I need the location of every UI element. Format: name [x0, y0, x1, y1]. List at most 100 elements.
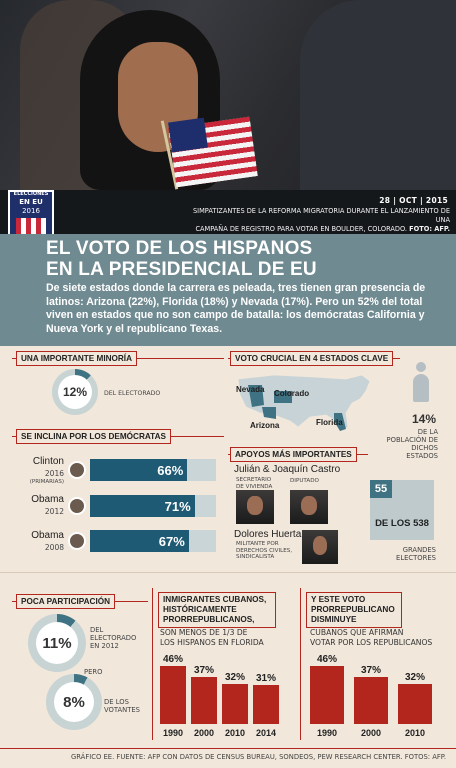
flag-canton — [168, 117, 208, 153]
obama-avatar — [68, 497, 86, 515]
huerta-role-line-3: SINDICALISTA — [236, 554, 275, 560]
castro-role-1-line-1: SECRETARIO — [236, 477, 272, 483]
participation-label-1: DEL ELECTORADO EN 2012 — [90, 626, 136, 650]
candidate-name: Obama — [31, 530, 64, 541]
logo-line-1: ELECCIONES — [13, 191, 49, 197]
republicans-title-line-2: PRORREPUBLICANO — [311, 605, 395, 614]
key-states-label-line-3: DICHOS ESTADOS — [406, 444, 438, 460]
julian-castro-photo — [236, 490, 274, 524]
key-states-value: 14% — [411, 412, 437, 426]
caption-bar — [0, 190, 456, 234]
democrats-title: SE INCLINA POR LOS DEMÓCRATAS — [16, 429, 171, 444]
column-divider — [152, 588, 153, 740]
dolores-huerta-photo — [302, 530, 338, 564]
column-divider — [300, 588, 301, 740]
participation-value-2: 8% — [54, 682, 94, 722]
key-states-title: VOTO CRUCIAL EN 4 ESTADOS CLAVE — [230, 351, 394, 366]
candidate-year: 2012 — [44, 507, 64, 516]
caption-credit: FOTO: AFP. — [409, 225, 450, 233]
minority-value: 12% — [58, 375, 92, 409]
chart-year-label: 1990 — [162, 728, 184, 738]
title-line-2: EN LA PRESIDENCIAL DE EU — [46, 259, 317, 280]
minority-label: DEL ELECTORADO — [104, 390, 161, 397]
header-panel — [0, 234, 456, 346]
logo-line-3: 2016 — [22, 207, 40, 215]
participation-label-2: DE LOS VOTANTES — [104, 698, 140, 714]
participation-pero: PERO — [84, 668, 103, 676]
chart-bar-label: 31% — [255, 672, 276, 684]
clinton-avatar — [68, 461, 86, 479]
state-label-nevada: Nevada — [236, 385, 265, 394]
electors-value: 55 — [370, 480, 392, 498]
key-states-label-line-2: POBLACIÓN DE — [386, 436, 438, 444]
support-title: APOYOS MÁS IMPORTANTES — [230, 447, 357, 462]
chart-bar-label: 37% — [193, 665, 214, 677]
republicans-subtitle-line-1: CUBANOS QUE AFIRMAN — [310, 628, 404, 637]
minority-ring: 12% — [52, 369, 98, 415]
electors-label-line-2: ELECTORES — [396, 554, 436, 562]
chart-bar — [398, 683, 432, 724]
state-label-florida: Florida — [316, 418, 343, 427]
chart-bar-label: 37% — [360, 665, 381, 677]
electors-label-line-1: GRANDES — [402, 546, 436, 554]
chart-bar — [354, 677, 388, 724]
minority-title: UNA IMPORTANTE MINORÍA — [16, 351, 137, 366]
candidate-year: 2008 — [44, 543, 64, 552]
cubans-subtitle-line-1: SON MENOS DE 1/3 DE — [160, 628, 248, 637]
chart-year-label: 2010 — [224, 728, 246, 738]
chart-bar-label: 32% — [224, 671, 245, 683]
state-label-arizona: Arizona — [250, 421, 280, 430]
candidate-name: Clinton — [32, 456, 64, 467]
huerta-role-line-1: MILITANTE POR — [236, 541, 279, 547]
electors-of: DE LOS 538 — [375, 518, 429, 529]
key-states-label-line-1: DE LA — [417, 428, 438, 436]
participation-title: POCA PARTICIPACIÓN — [16, 594, 116, 609]
republicans-subtitle: CUBANOS QUE AFIRMAN VOTAR POR LOS REPUBL… — [310, 628, 432, 648]
state-label-colorado: Colorado — [274, 389, 310, 398]
cubans-title-line-3: PRORREPUBLICANOS, — [163, 615, 255, 624]
castro-role-1-line-2: DE VIVIENDA — [236, 483, 273, 490]
democrat-bar: 71% — [90, 495, 195, 517]
chart-year-label: 2000 — [193, 728, 215, 738]
candidate-year: 2016 — [44, 469, 64, 478]
cubans-title-line-2: HISTÓRICAMENTE — [163, 605, 237, 614]
republicans-title: Y ESTE VOTO PRORREPUBLICANO DISMINUYE — [306, 592, 402, 628]
photo-caption: SIMPATIZANTES DE LA REFORMA MIGRATORIA D… — [178, 207, 450, 234]
chart-bar — [160, 666, 186, 724]
key-states-label: DE LA POBLACIÓN DE DICHOS ESTADOS — [382, 428, 438, 460]
logo-line-2: EN EU — [19, 198, 43, 206]
chart-bar-label: 46% — [316, 654, 337, 665]
chart-year-label: 2010 — [404, 728, 426, 738]
huerta-name: Dolores Huerta — [234, 529, 302, 540]
background-person — [300, 0, 456, 190]
person-icon — [416, 362, 426, 372]
participation-label-1-line-2: ELECTORADO — [90, 634, 137, 642]
caption-text: CAMPAÑA DE REGISTRO PARA VOTAR EN BOULDE… — [195, 225, 407, 233]
democrat-bar: 67% — [90, 530, 189, 552]
footer-rule — [0, 748, 456, 768]
joaquin-castro-photo — [290, 490, 328, 524]
person-icon-body — [413, 374, 429, 402]
participation-ring-2: 8% — [46, 674, 102, 730]
intro-text: De siete estados donde la carrera es pel… — [46, 282, 426, 335]
page-title: EL VOTO DE LOS HISPANOS EN LA PRESIDENCI… — [46, 238, 406, 280]
republicans-title-line-3: DISMINUYE — [311, 615, 357, 624]
chart-bar-label: 46% — [162, 654, 183, 665]
republicans-title-line-1: Y ESTE VOTO — [311, 595, 366, 604]
castro-name: Julián & Joaquín Castro — [234, 464, 341, 475]
participation-label-1-line-1: DEL — [90, 626, 104, 634]
castro-role-2: DIPUTADO — [290, 478, 319, 484]
chart-bar-label: 32% — [404, 671, 425, 683]
chart-bar — [310, 666, 344, 724]
logo-stripes — [16, 218, 46, 238]
chart-bar — [222, 683, 248, 724]
cubans-chart: 46% 1990 37% 2000 32% 2010 31% 2014 — [160, 650, 284, 742]
participation-label-2-line-2: VOTANTES — [104, 706, 140, 714]
title-line-1: EL VOTO DE LOS HISPANOS — [46, 238, 313, 259]
castro-role-1: SECRETARIO DE VIVIENDA — [236, 477, 272, 490]
caption-line-1: SIMPATIZANTES DE LA REFORMA MIGRATORIA D… — [192, 207, 450, 224]
republicans-subtitle-line-2: VOTAR POR LOS REPUBLICANOS — [310, 638, 433, 647]
cubans-subtitle: SON MENOS DE 1/3 DE LOS HISPANOS EN FLOR… — [160, 628, 264, 648]
democrat-bar: 66% — [90, 459, 188, 481]
republicans-chart: 46% 1990 37% 2000 32% 2010 — [310, 650, 440, 742]
